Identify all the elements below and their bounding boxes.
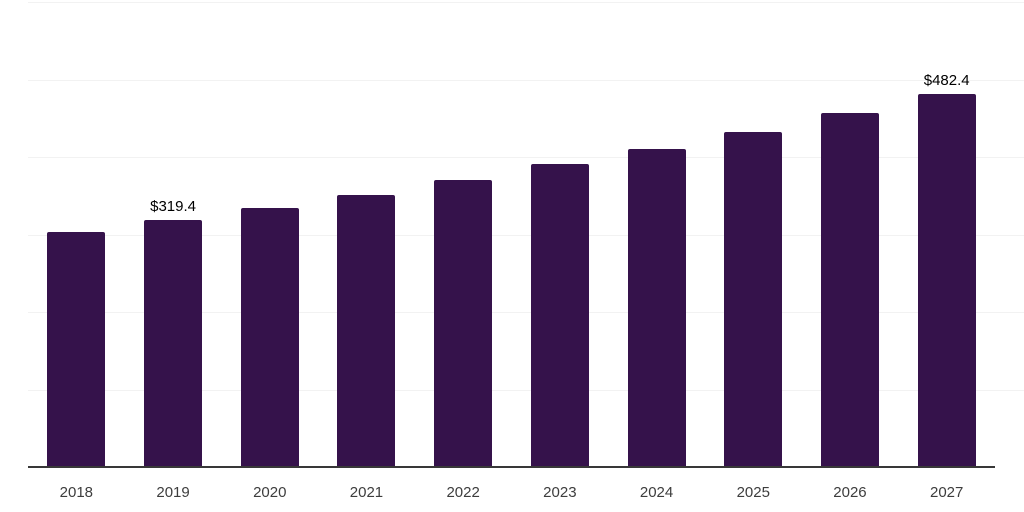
bar-slot-2026 bbox=[802, 3, 899, 466]
x-axis-tick-labels: 2018 2019 2020 2021 2022 2023 2024 2025 2026 2027 bbox=[28, 484, 995, 502]
bar-value-label-2019: $319.4 bbox=[150, 197, 196, 215]
bar-value-label-2027: $482.4 bbox=[923, 71, 970, 89]
gridline-500 bbox=[28, 79, 1024, 81]
bar-slot-2027: $482.4 bbox=[898, 3, 995, 466]
gridline-300 bbox=[28, 234, 1024, 236]
x-tick-2027: 2027 bbox=[929, 484, 964, 501]
bar-slot-2019: $319.4 bbox=[125, 3, 222, 466]
gridline-400 bbox=[28, 157, 1024, 159]
x-tick-2023: 2023 bbox=[543, 484, 577, 501]
x-tick-2026: 2026 bbox=[833, 484, 867, 501]
bar-2020 bbox=[240, 207, 299, 466]
bar-slot-2018 bbox=[28, 3, 125, 466]
gridline-600 bbox=[28, 2, 1024, 3]
bar-slot-2022 bbox=[415, 3, 512, 466]
x-tick-2024: 2024 bbox=[639, 484, 674, 501]
bar-2019 bbox=[144, 219, 203, 466]
bar-2022 bbox=[434, 180, 493, 466]
bar-slot-2025 bbox=[705, 3, 802, 466]
bar-2023 bbox=[530, 164, 589, 466]
x-tick-2018: 2018 bbox=[59, 484, 94, 501]
bar-slot-2024 bbox=[608, 3, 705, 466]
bar-2024 bbox=[627, 148, 686, 466]
bar-slot-2021 bbox=[318, 3, 415, 466]
x-tick-2019: 2019 bbox=[156, 484, 190, 501]
bar-2025 bbox=[724, 131, 783, 466]
gridline-200 bbox=[28, 312, 1024, 314]
gridlines-layer bbox=[28, 2, 1024, 468]
bar-2027 bbox=[917, 93, 976, 466]
bar-2026 bbox=[820, 113, 879, 466]
gridline-100 bbox=[28, 389, 1024, 391]
bar-2021 bbox=[337, 195, 396, 466]
bar-2018 bbox=[47, 231, 106, 466]
x-tick-2022: 2022 bbox=[446, 484, 480, 501]
x-tick-2021: 2021 bbox=[349, 484, 384, 501]
x-tick-2025: 2025 bbox=[736, 484, 770, 501]
x-tick-2020: 2020 bbox=[253, 484, 287, 501]
bar-slot-2020 bbox=[221, 3, 318, 466]
plot-area: $319.4 $482.4 bbox=[28, 3, 995, 468]
bar-slot-2023 bbox=[512, 3, 609, 466]
